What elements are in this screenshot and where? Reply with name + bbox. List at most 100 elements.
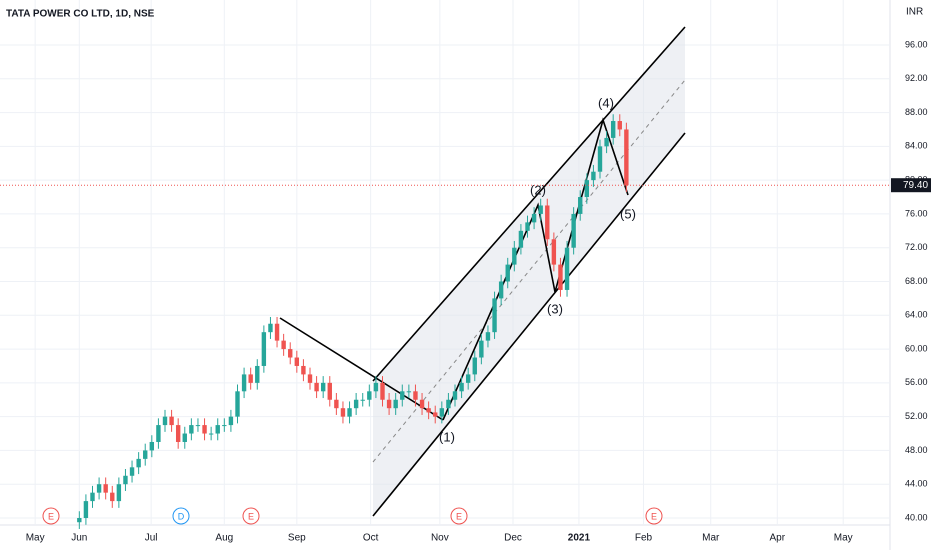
- y-tick-label: 84.00: [905, 141, 928, 151]
- candle-body: [393, 399, 398, 409]
- x-tick-label: Mar: [702, 533, 720, 544]
- candle-body: [228, 416, 234, 426]
- wave-label: (3): [547, 301, 563, 316]
- candle-body: [327, 382, 332, 400]
- candle-body: [320, 382, 326, 392]
- x-tick-label: May: [834, 533, 853, 544]
- y-tick-label: 56.00: [905, 377, 928, 387]
- last-price-label: 79.40: [903, 180, 928, 191]
- candle-body: [103, 484, 108, 493]
- candle-body: [419, 399, 425, 409]
- channel-lower: [372, 132, 686, 517]
- x-tick-label: Apr: [770, 533, 786, 544]
- candle-body: [439, 408, 445, 417]
- x-tick-label: Aug: [215, 533, 233, 544]
- candle-body: [604, 137, 609, 147]
- candle-body: [558, 264, 563, 290]
- candle-body: [360, 399, 365, 401]
- candle-body: [156, 425, 161, 442]
- candle-body: [591, 171, 596, 181]
- candle-body: [149, 441, 155, 451]
- candle-body: [281, 340, 286, 350]
- candle-body: [241, 374, 247, 392]
- last-price-box: [891, 178, 931, 193]
- candle-body: [479, 340, 484, 358]
- candle-body: [518, 230, 524, 248]
- event-label: E: [651, 511, 657, 521]
- candle-body: [531, 213, 537, 223]
- event-label: E: [456, 511, 462, 521]
- candle-body: [294, 357, 300, 366]
- candle-body: [202, 425, 207, 434]
- candle-body: [340, 408, 346, 417]
- candle-body: [551, 239, 557, 265]
- candle-body: [380, 382, 385, 400]
- candle-body: [83, 501, 89, 518]
- candle-body: [255, 365, 260, 383]
- candle-body: [314, 382, 319, 392]
- candle-body: [617, 121, 622, 130]
- x-tick-label: 2021: [568, 533, 591, 544]
- candle-body: [215, 425, 220, 434]
- y-tick-label: 68.00: [905, 276, 928, 286]
- event-marker: [645, 507, 663, 525]
- candle-body: [261, 332, 267, 366]
- candle-body: [169, 416, 174, 426]
- candle-body: [624, 129, 629, 186]
- candle-body: [288, 349, 293, 358]
- candle-body: [545, 205, 550, 240]
- candle-body: [96, 484, 102, 493]
- y-tick-label: 96.00: [905, 39, 928, 49]
- candle-body: [578, 197, 583, 214]
- candle-body: [301, 365, 306, 375]
- candle-body: [274, 323, 280, 341]
- candle-body: [571, 213, 576, 248]
- candle-body: [90, 492, 95, 502]
- candle-body: [512, 247, 517, 265]
- event-marker: [450, 507, 468, 525]
- y-tick-label: 52.00: [905, 411, 928, 421]
- event-marker: [172, 507, 190, 525]
- event-label: D: [178, 511, 185, 521]
- wave-label: (4): [598, 95, 614, 110]
- event-marker: [42, 507, 60, 525]
- event-label: E: [48, 511, 54, 521]
- currency: INR: [906, 7, 923, 18]
- candle-body: [610, 121, 616, 138]
- candle-body: [525, 222, 530, 231]
- candle-body: [538, 205, 543, 214]
- candle-body: [347, 408, 352, 417]
- event-marker: [242, 507, 260, 525]
- candle-body: [465, 374, 471, 383]
- y-tick-label: 92.00: [905, 73, 928, 83]
- candle-body: [459, 382, 464, 392]
- candle-body: [208, 433, 214, 435]
- candle-body: [136, 458, 141, 468]
- y-tick-label: 72.00: [905, 242, 928, 252]
- channel-fill: [373, 27, 685, 516]
- y-tick-label: 44.00: [905, 479, 928, 489]
- candle-body: [400, 391, 405, 400]
- candle-body: [235, 391, 240, 417]
- x-tick-label: May: [26, 533, 45, 544]
- candle-body: [189, 425, 194, 434]
- candle-body: [492, 298, 497, 333]
- candle-body: [116, 484, 122, 502]
- candle-body: [584, 180, 590, 198]
- candle-body: [498, 281, 504, 299]
- candle-body: [373, 382, 379, 392]
- candle-body: [597, 146, 603, 172]
- wave-label: (2): [530, 182, 546, 197]
- x-tick-label: Dec: [504, 533, 522, 544]
- candle-body: [433, 412, 438, 417]
- y-tick-label: 88.00: [905, 107, 928, 117]
- x-tick-label: Oct: [363, 533, 379, 544]
- candle-body: [195, 425, 201, 427]
- candle-body: [446, 399, 451, 409]
- x-tick-label: Jun: [71, 533, 87, 544]
- candle-body: [77, 518, 82, 523]
- candle-body: [222, 425, 227, 427]
- candle-body: [452, 391, 458, 400]
- y-tick-label: 48.00: [905, 445, 928, 455]
